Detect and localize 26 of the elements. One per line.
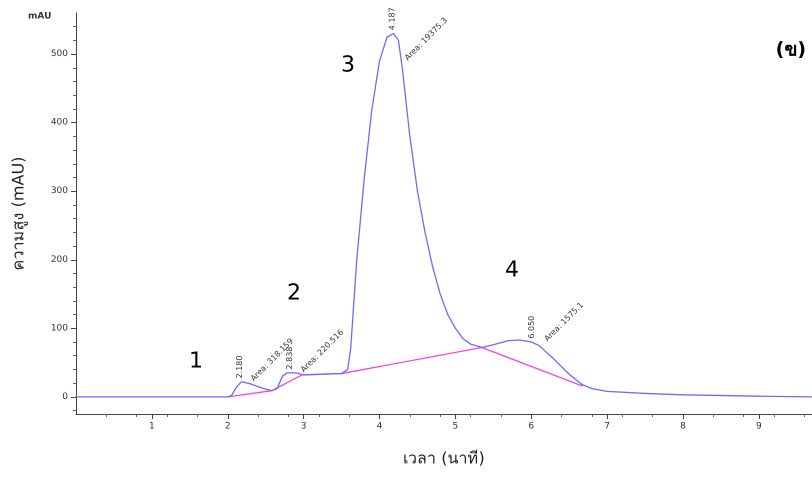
x-tick-label: 2 [224, 422, 231, 432]
annotation: 2.180 [234, 356, 244, 378]
x-tick-label: 4 [376, 422, 383, 432]
y-tick-label: 100 [50, 323, 68, 334]
annotation: (ข) [776, 38, 806, 60]
x-tick-label: 9 [756, 422, 762, 432]
x-axis-title: เวลา (นาที) [403, 448, 485, 468]
annotation: 4 [505, 258, 519, 282]
x-tick-label: 3 [300, 422, 306, 432]
y-tick-label: 200 [50, 254, 68, 265]
x-tick-label: 7 [604, 422, 610, 432]
text: mAU [28, 12, 52, 22]
y-tick-label: 0 [62, 392, 68, 402]
annotation: 4.187 [387, 7, 396, 30]
y-tick-label: 300 [50, 186, 68, 196]
x-tick-label: 1 [149, 422, 155, 432]
annotation: 6.050 [527, 316, 536, 339]
x-tick-label: 6 [528, 422, 534, 432]
annotation: 2 [287, 280, 301, 306]
annotation: 3 [341, 52, 355, 78]
x-tick-label: 8 [680, 422, 686, 432]
y-axis-title: ความสูง (mAU) [8, 156, 28, 270]
x-tick-label: 5 [452, 422, 458, 432]
y-tick-label: 400 [50, 118, 68, 128]
y-tick-label: 500 [50, 49, 68, 60]
annotation: 1 [189, 348, 203, 374]
